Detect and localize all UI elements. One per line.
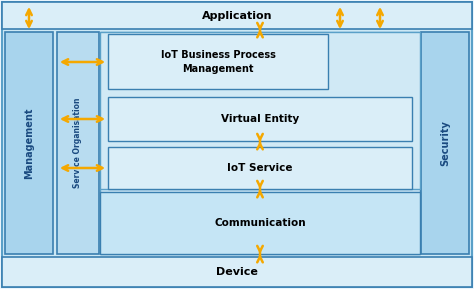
Text: Communication: Communication — [214, 218, 306, 228]
Text: Management: Management — [24, 107, 34, 179]
Bar — [100, 192, 420, 254]
Bar — [421, 32, 469, 254]
Text: Device: Device — [216, 267, 258, 277]
Bar — [2, 2, 472, 29]
Text: Application: Application — [202, 11, 272, 21]
Text: IoT Business Process
Management: IoT Business Process Management — [161, 50, 275, 74]
Bar — [100, 32, 420, 254]
Bar — [57, 32, 99, 254]
Text: Service Organisation: Service Organisation — [73, 98, 82, 188]
Text: IoT Service: IoT Service — [227, 163, 293, 173]
Text: Virtual Entity: Virtual Entity — [221, 114, 299, 124]
Bar — [108, 147, 412, 189]
Bar — [108, 97, 412, 141]
Bar — [108, 34, 328, 89]
Bar — [5, 32, 53, 254]
Bar — [2, 257, 472, 287]
Text: Security: Security — [440, 120, 450, 166]
Bar — [100, 32, 420, 189]
